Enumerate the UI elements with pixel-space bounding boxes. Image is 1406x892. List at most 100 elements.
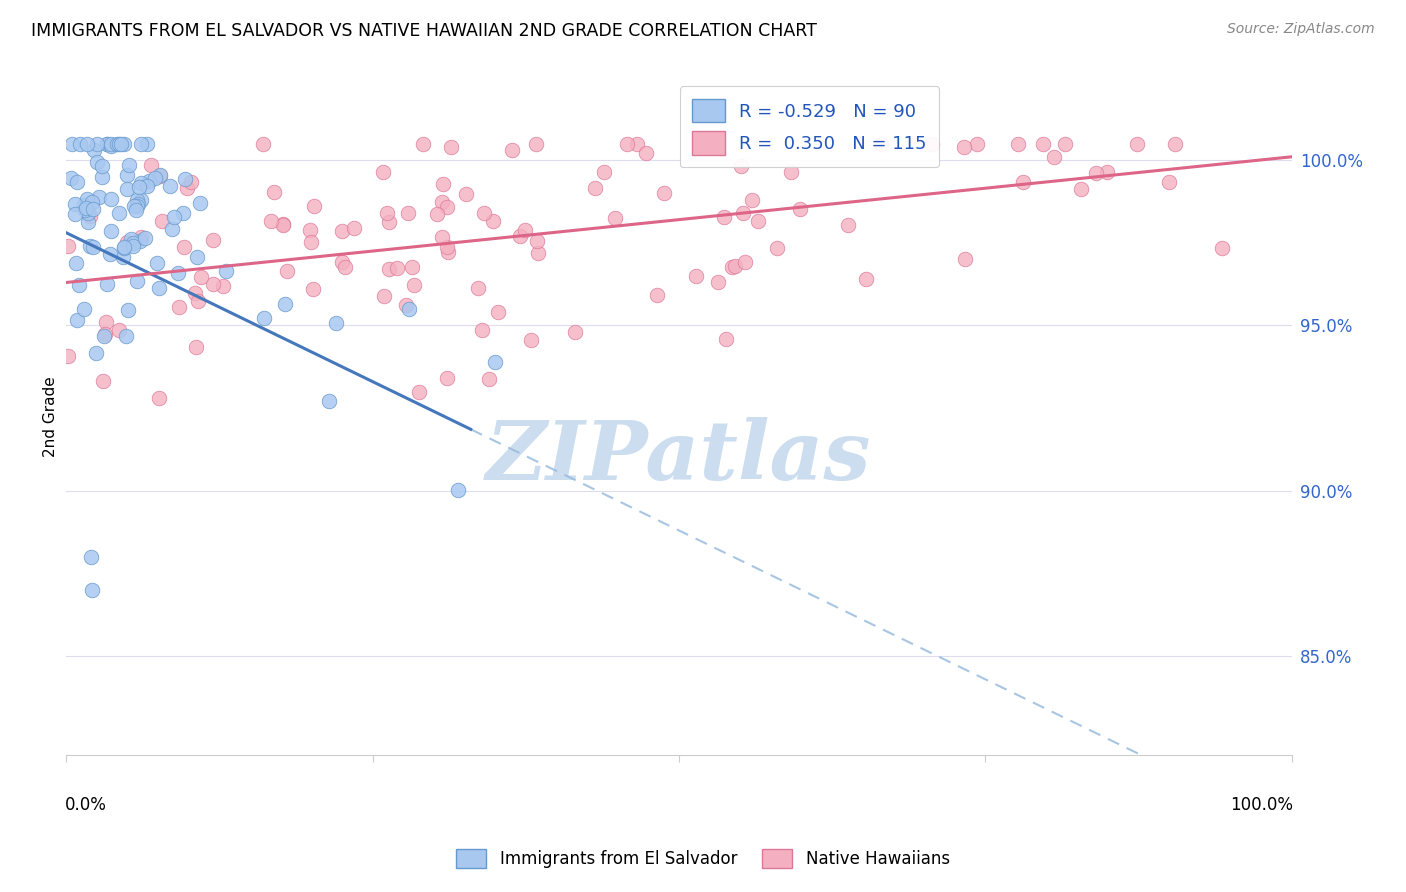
- Point: [134, 230, 156, 244]
- Point: [149, 169, 172, 183]
- Point: [86, 136, 108, 151]
- Point: [375, 206, 398, 220]
- Point: [167, 300, 190, 314]
- Point: [953, 252, 976, 266]
- Point: [527, 245, 550, 260]
- Point: [69, 136, 91, 151]
- Point: [150, 214, 173, 228]
- Point: [501, 143, 523, 157]
- Point: [138, 174, 160, 188]
- Point: [1042, 151, 1064, 165]
- Point: [176, 181, 198, 195]
- Point: [747, 214, 769, 228]
- Point: [125, 274, 148, 288]
- Point: [83, 143, 105, 157]
- Point: [128, 179, 150, 194]
- Point: [96, 136, 118, 151]
- Point: [115, 329, 138, 343]
- Point: [447, 483, 470, 498]
- Point: [93, 326, 115, 341]
- Point: [626, 136, 648, 151]
- Point: [343, 221, 366, 235]
- Point: [163, 211, 186, 225]
- Point: [432, 177, 454, 191]
- Point: [966, 136, 988, 151]
- Point: [143, 171, 166, 186]
- Point: [112, 240, 135, 254]
- Point: [436, 371, 458, 385]
- Point: [96, 136, 118, 151]
- Point: [471, 323, 494, 337]
- Point: [201, 233, 224, 247]
- Point: [484, 355, 506, 369]
- Point: [730, 159, 752, 173]
- Point: [125, 203, 148, 218]
- Point: [276, 264, 298, 278]
- Point: [108, 323, 131, 337]
- Point: [766, 241, 789, 255]
- Point: [333, 260, 356, 274]
- Point: [1157, 175, 1180, 189]
- Point: [121, 236, 143, 251]
- Point: [685, 269, 707, 284]
- Point: [73, 198, 96, 212]
- Point: [79, 209, 101, 223]
- Point: [921, 136, 943, 151]
- Point: [616, 136, 638, 151]
- Point: [173, 240, 195, 254]
- Point: [1126, 136, 1149, 151]
- Point: [509, 229, 531, 244]
- Point: [65, 256, 87, 270]
- Point: [437, 244, 460, 259]
- Text: Source: ZipAtlas.com: Source: ZipAtlas.com: [1227, 22, 1375, 37]
- Point: [486, 305, 509, 319]
- Point: [118, 158, 141, 172]
- Point: [100, 136, 122, 151]
- Point: [592, 164, 614, 178]
- Text: 100.0%: 100.0%: [1230, 796, 1292, 814]
- Point: [837, 219, 859, 233]
- Point: [1032, 136, 1054, 151]
- Point: [111, 250, 134, 264]
- Point: [440, 139, 463, 153]
- Point: [146, 256, 169, 270]
- Point: [66, 175, 89, 189]
- Point: [720, 260, 742, 274]
- Point: [66, 312, 89, 326]
- Point: [56, 239, 79, 253]
- Point: [472, 206, 495, 220]
- Point: [583, 181, 606, 195]
- Y-axis label: 2nd Grade: 2nd Grade: [44, 376, 58, 457]
- Point: [456, 186, 478, 201]
- Point: [190, 195, 212, 210]
- Point: [127, 194, 149, 208]
- Point: [714, 332, 737, 346]
- Point: [79, 239, 101, 253]
- Point: [260, 214, 283, 228]
- Point: [60, 136, 83, 151]
- Point: [180, 175, 202, 189]
- Point: [129, 177, 152, 191]
- Point: [408, 384, 430, 399]
- Point: [122, 198, 145, 212]
- Point: [190, 269, 212, 284]
- Point: [100, 224, 122, 238]
- Point: [100, 139, 122, 153]
- Point: [76, 215, 98, 229]
- Point: [77, 206, 100, 220]
- Point: [93, 328, 115, 343]
- Point: [159, 178, 181, 193]
- Point: [430, 230, 453, 244]
- Point: [148, 281, 170, 295]
- Point: [115, 168, 138, 182]
- Point: [80, 549, 103, 564]
- Point: [478, 371, 501, 385]
- Point: [274, 297, 297, 311]
- Point: [215, 264, 238, 278]
- Text: IMMIGRANTS FROM EL SALVADOR VS NATIVE HAWAIIAN 2ND GRADE CORRELATION CHART: IMMIGRANTS FROM EL SALVADOR VS NATIVE HA…: [31, 22, 817, 40]
- Point: [515, 223, 537, 237]
- Legend: R = -0.529   N = 90, R =  0.350   N = 115: R = -0.529 N = 90, R = 0.350 N = 115: [679, 87, 939, 167]
- Point: [299, 235, 322, 249]
- Point: [108, 206, 131, 220]
- Point: [75, 201, 97, 215]
